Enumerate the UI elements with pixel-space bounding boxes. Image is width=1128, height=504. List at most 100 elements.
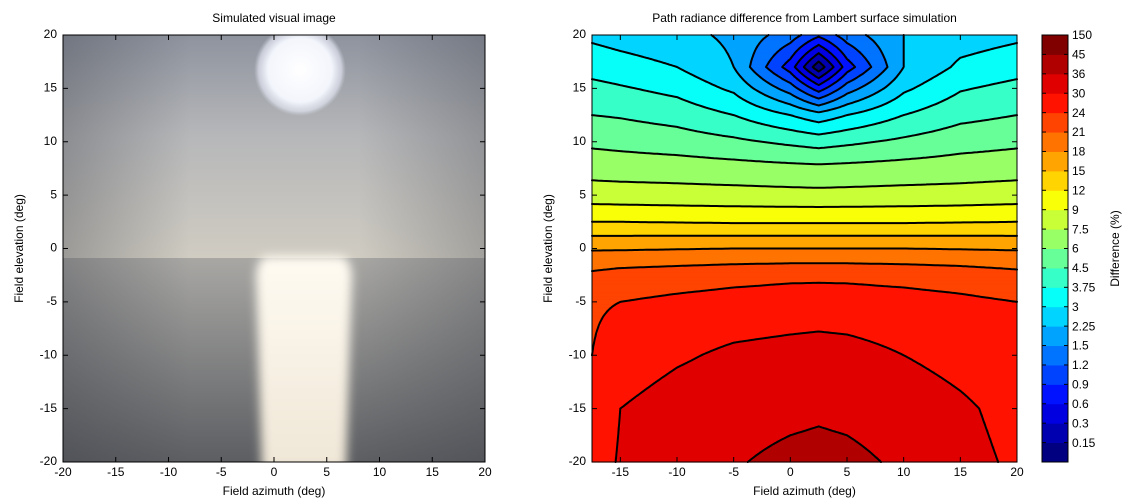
contour-band: [886, 64, 905, 68]
contour-band: [991, 440, 1018, 444]
contour-band: [628, 299, 1009, 303]
contour-band: [903, 45, 1001, 49]
contour-band: [869, 451, 995, 455]
contour-band: [739, 96, 771, 100]
contour-band: [878, 456, 998, 460]
contour-band: [617, 448, 766, 452]
contour-band: [963, 181, 1018, 186]
contour-band: [832, 53, 845, 57]
contour-band: [592, 360, 689, 364]
contour-band: [790, 128, 848, 132]
contour-band: [592, 141, 774, 146]
contour-band: [815, 75, 822, 79]
contour-band: [592, 299, 630, 303]
colorbar-label: Difference (%): [1108, 210, 1122, 286]
contour-band: [1000, 45, 1018, 49]
contour-band: [849, 69, 868, 73]
colorbar-segment: [1042, 35, 1068, 55]
x-tick-label: 20: [478, 465, 492, 479]
contour-band: [844, 104, 882, 108]
contour-band: [983, 413, 1018, 418]
contour-band: [903, 59, 958, 63]
contour-band: [886, 61, 905, 65]
y-tick-label: 0: [50, 241, 57, 255]
colorbar-segment: [1042, 248, 1068, 269]
contour-band: [640, 392, 964, 396]
contour-band: [875, 341, 1018, 346]
contour-band: [852, 101, 888, 105]
contour-band: [844, 75, 859, 79]
colorbar-tick-label: 15: [1072, 164, 1086, 178]
contour-band: [776, 440, 859, 444]
contour-band: [929, 131, 1018, 135]
contour-band: [934, 75, 1018, 79]
colorbar-segment: [1042, 229, 1068, 249]
y-tick-label: 5: [50, 187, 57, 201]
contour-band: [855, 77, 876, 81]
contour-band: [832, 131, 930, 135]
contour-band: [900, 352, 1018, 356]
colorbar-tick-label: 18: [1072, 145, 1086, 159]
contour-band: [892, 80, 927, 84]
contour-band: [668, 371, 936, 375]
contour-band: [592, 421, 621, 426]
contour-band: [592, 435, 618, 439]
contour-band: [592, 104, 701, 108]
colorbar-segment: [1042, 190, 1068, 211]
contour-band: [688, 291, 950, 295]
contour-band: [592, 200, 1018, 204]
contour-band: [750, 101, 786, 105]
colorbar-tick-label: 1.2: [1072, 358, 1089, 372]
contour-band: [597, 328, 1018, 332]
contour-band: [985, 424, 1018, 428]
contour-band: [617, 429, 803, 434]
contour-band: [940, 376, 1018, 380]
contour-band: [716, 37, 763, 41]
y-tick-label: 15: [573, 81, 587, 95]
contour-band: [804, 67, 814, 71]
contour-band: [592, 83, 618, 87]
contour-band: [923, 365, 1018, 370]
contour-band: [801, 80, 814, 84]
contour-band: [968, 397, 1018, 402]
contour-band: [592, 77, 701, 81]
colorbar-tick-label: 6: [1072, 242, 1079, 256]
contour-band: [900, 69, 944, 73]
x-tick-label: -20: [54, 465, 72, 479]
contour-band: [592, 173, 1018, 178]
contour-band: [858, 75, 879, 79]
contour-band: [790, 72, 803, 76]
contour-band: [592, 424, 621, 428]
contour-band: [988, 435, 1018, 439]
contour-band: [592, 403, 627, 407]
contour-band: [971, 293, 1018, 298]
contour-band: [699, 355, 907, 359]
contour-band: [592, 437, 618, 442]
contour-band: [793, 144, 845, 148]
contour-band: [620, 411, 981, 415]
contour-band: [592, 320, 601, 324]
contour-band: [937, 101, 1018, 105]
contour-band: [821, 61, 831, 65]
contour-band: [926, 288, 1018, 292]
contour-band: [592, 69, 686, 73]
contour-band: [592, 59, 655, 63]
chart-title: Simulated visual image: [212, 11, 336, 25]
contour-band: [592, 397, 633, 402]
contour-band: [592, 296, 647, 300]
contour-band: [665, 373, 939, 378]
contour-band: [753, 69, 771, 73]
contour-band: [592, 123, 661, 127]
contour-band: [793, 432, 845, 436]
contour-band: [821, 53, 834, 57]
contour-band: [617, 301, 1018, 306]
contour-band: [592, 387, 647, 391]
contour-band: [592, 315, 604, 319]
contour-band: [592, 445, 618, 450]
contour-band: [847, 72, 865, 76]
contour-band: [963, 392, 1018, 396]
contour-band: [849, 59, 868, 63]
y-tick-label: -15: [569, 401, 587, 415]
contour-band: [620, 421, 987, 426]
contour-band: [903, 40, 1018, 44]
